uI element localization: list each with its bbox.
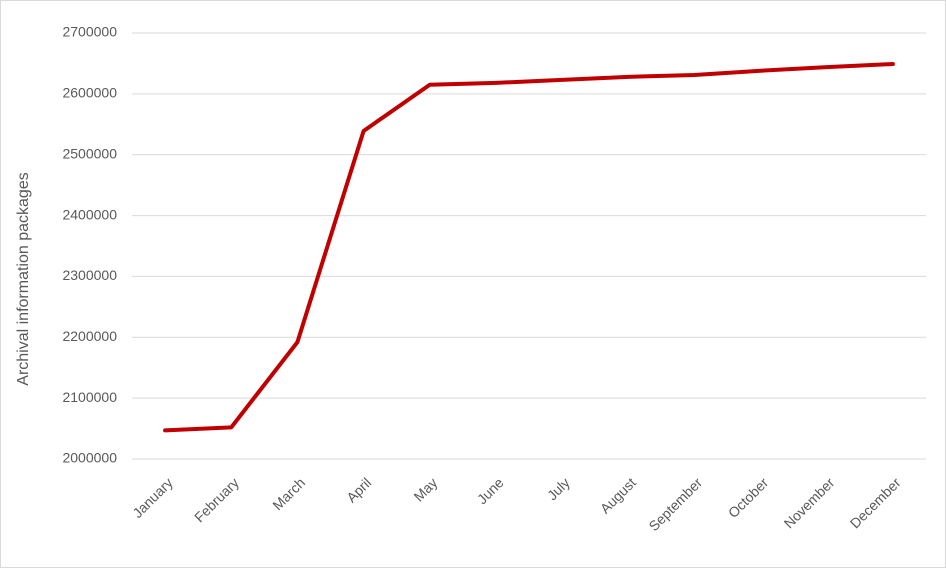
y-tick-label: 2700000 bbox=[62, 24, 117, 40]
y-tick-label: 2200000 bbox=[62, 328, 117, 344]
y-tick-label: 2100000 bbox=[62, 389, 117, 405]
y-tick-label: 2600000 bbox=[62, 85, 117, 101]
y-tick-label: 2000000 bbox=[62, 450, 117, 466]
y-axis-title: Archival information packages bbox=[15, 172, 32, 385]
data-line bbox=[163, 62, 895, 433]
y-tick-label: 2500000 bbox=[62, 145, 117, 161]
y-tick-label: 2400000 bbox=[62, 206, 117, 222]
y-tick-label: 2300000 bbox=[62, 267, 117, 283]
